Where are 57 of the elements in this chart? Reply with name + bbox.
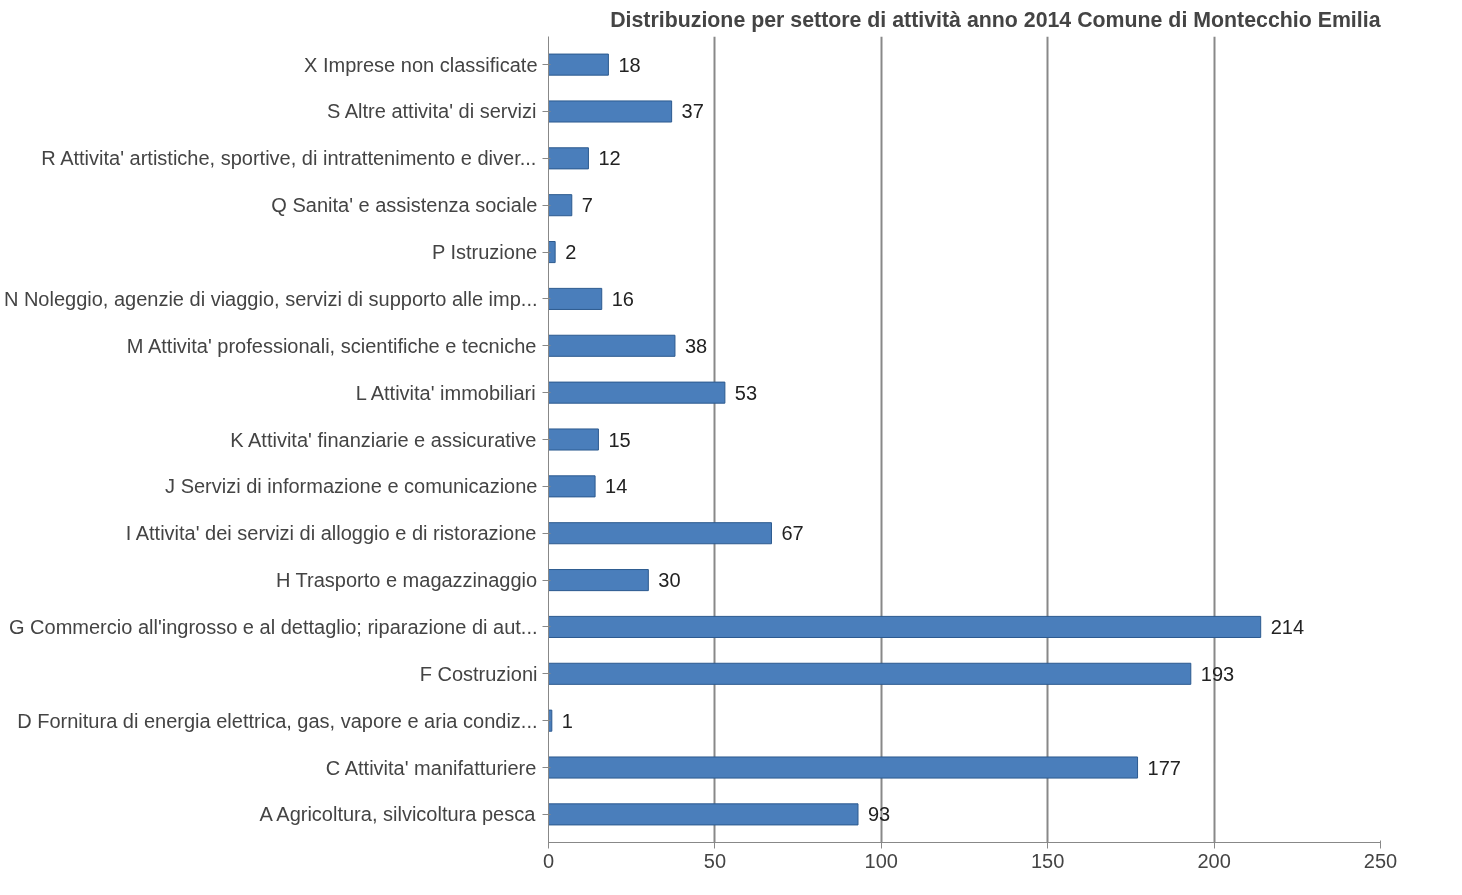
bar xyxy=(548,475,596,498)
y-tick-label: Q Sanita' e assistenza sociale xyxy=(271,194,538,217)
data-label: 193 xyxy=(1200,662,1235,685)
bar xyxy=(548,803,859,826)
data-label: 30 xyxy=(658,569,681,592)
x-tick-label: 50 xyxy=(703,849,727,872)
data-label: 67 xyxy=(781,522,804,545)
y-tick-label: L Attivita' immobiliari xyxy=(355,381,536,404)
x-tick-label: 150 xyxy=(1031,849,1065,872)
data-label: 12 xyxy=(598,147,621,170)
y-tick-label: G Commercio all'ingrosso e al dettaglio; riparazione di aut... xyxy=(8,615,538,638)
bar xyxy=(548,428,599,451)
bar xyxy=(548,662,1192,685)
y-tick-label: K Attivita' finanziarie e assicurative xyxy=(230,428,537,451)
data-label: 2 xyxy=(565,241,577,264)
bar xyxy=(548,287,603,310)
chart-title: Distribuzione per settore di attività anno 2014 Comune di Montecchio Emilia xyxy=(610,7,1381,32)
y-tick-label: A Agricoltura, silvicoltura pesca xyxy=(259,803,537,826)
bar xyxy=(548,53,609,76)
bar xyxy=(548,194,573,217)
data-label: 7 xyxy=(581,194,593,217)
bar xyxy=(548,147,589,170)
y-tick-label: S Altre attivita' di servizi xyxy=(326,100,537,123)
y-tick-label: R Attivita' artistiche, sportive, di intrattenimento e diver... xyxy=(41,147,537,170)
data-label: 37 xyxy=(681,100,704,123)
y-tick-label: F Costruzioni xyxy=(419,662,538,685)
y-tick-label: D Fornitura di energia elettrica, gas, vapore e aria condiz... xyxy=(17,709,538,732)
data-label: 93 xyxy=(867,803,891,826)
bar xyxy=(548,756,1139,779)
y-tick-label: X Imprese non classificate xyxy=(304,53,538,76)
bar xyxy=(548,334,676,357)
data-label: 214 xyxy=(1270,615,1305,638)
data-label: 53 xyxy=(734,381,758,404)
y-tick-label: C Attivita' manifatturiere xyxy=(325,756,537,779)
data-label: 15 xyxy=(608,428,631,451)
y-tick-label: I Attivita' dei servizi di alloggio e di ristorazione xyxy=(125,522,537,545)
data-label: 14 xyxy=(605,475,628,498)
x-tick-label: 100 xyxy=(864,849,898,872)
data-label: 18 xyxy=(618,53,641,76)
bar xyxy=(548,569,649,592)
y-tick-label: M Attivita' professionali, scientifiche e tecniche xyxy=(126,334,537,357)
y-tick-label: J Servizi di informazione e comunicazione xyxy=(165,475,538,498)
x-tick-label: 200 xyxy=(1197,849,1231,872)
y-tick-label: H Trasporto e magazzinaggio xyxy=(275,569,538,592)
bar xyxy=(548,381,726,404)
bar xyxy=(548,615,1262,638)
bar xyxy=(548,100,673,123)
bar xyxy=(548,522,772,545)
x-tick-label: 0 xyxy=(542,849,555,872)
data-label: 1 xyxy=(561,709,573,732)
x-tick-label: 250 xyxy=(1363,849,1398,872)
bar xyxy=(548,241,556,264)
data-label: 38 xyxy=(684,334,708,357)
data-label: 177 xyxy=(1147,756,1181,779)
y-tick-label: P Istruzione xyxy=(431,241,538,264)
data-label: 16 xyxy=(611,287,634,310)
y-tick-label: N Noleggio, agenzie di viaggio, servizi di supporto alle imp... xyxy=(3,287,538,310)
